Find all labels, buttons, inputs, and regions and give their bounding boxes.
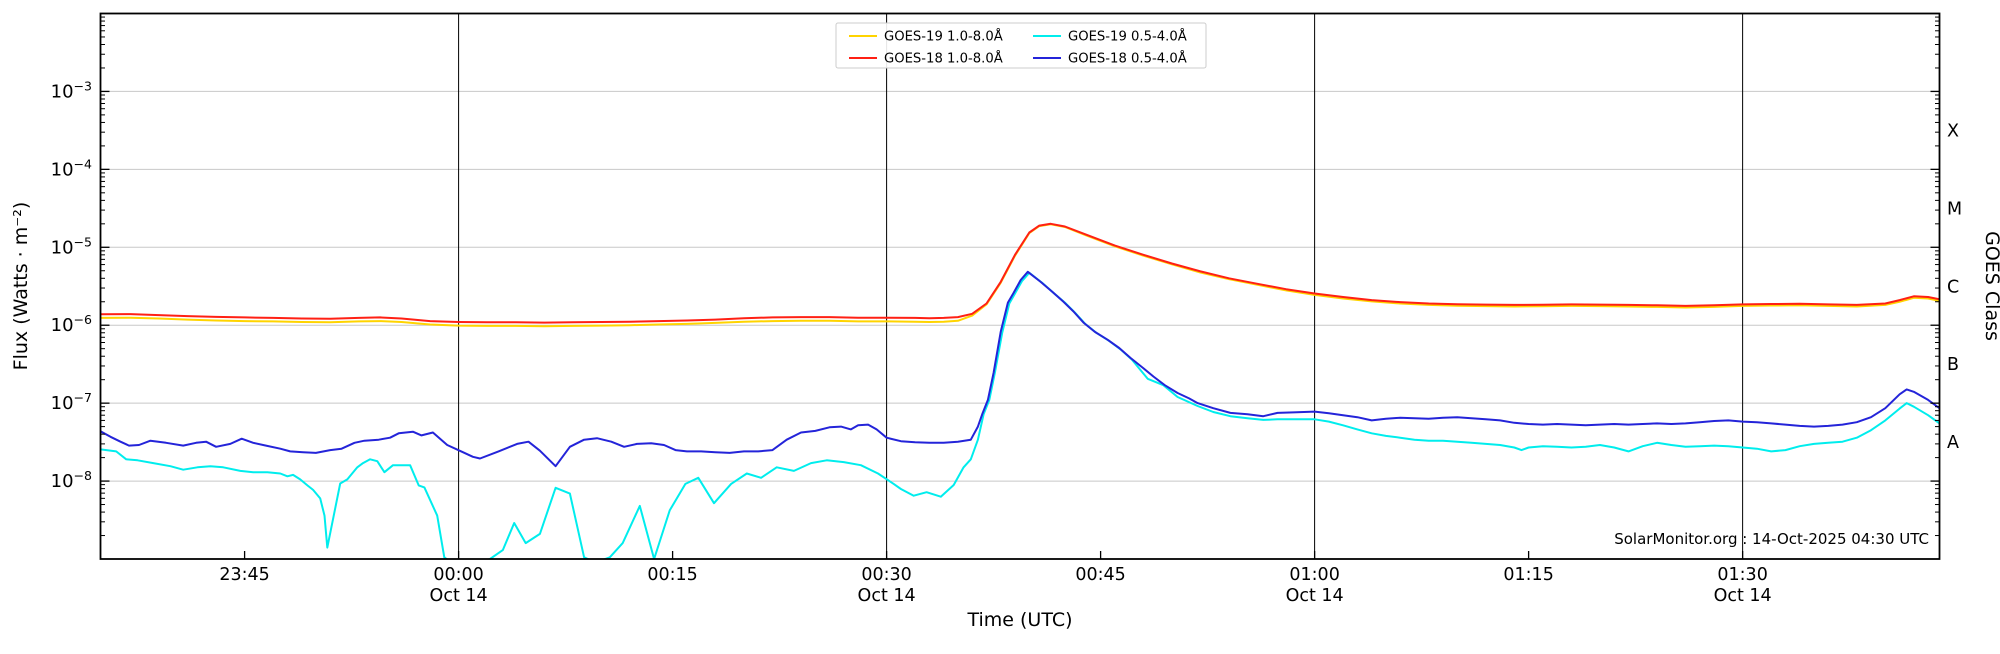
class-label-B: B — [1947, 355, 1959, 375]
series-line-0 — [100, 223, 1940, 328]
plot-frame — [99, 12, 1941, 560]
x-axis-label: Time (UTC) — [966, 609, 1072, 631]
class-label-X: X — [1947, 121, 1959, 141]
y-tick-label: 10−5 — [51, 234, 92, 258]
x-tick-label: 23:45 — [219, 565, 269, 585]
series-line-1 — [100, 222, 1940, 324]
x-tick-date-label: Oct 14 — [1286, 586, 1344, 606]
y-tick-label: 10−3 — [51, 78, 92, 102]
x-tick-label: 01:15 — [1503, 565, 1553, 585]
x-tick-date-label: Oct 14 — [430, 586, 488, 606]
y-tick-label: 10−4 — [51, 156, 92, 180]
x-tick-label: 00:00 — [433, 565, 483, 585]
axis-ticks — [100, 16, 1940, 559]
y-axis-label: Flux (Watts · m⁻²) — [10, 202, 32, 371]
class-label-M: M — [1947, 199, 1962, 219]
x-tick-label: 00:45 — [1075, 565, 1125, 585]
legend-label-0: GOES-19 1.0-8.0Å — [884, 28, 1003, 45]
x-tick-label: 01:00 — [1289, 565, 1339, 585]
y-tick-label: 10−6 — [51, 312, 92, 336]
series-lines — [100, 222, 1940, 559]
legend-label-1: GOES-18 1.0-8.0Å — [884, 50, 1003, 67]
x-tick-date-label: Oct 14 — [1714, 586, 1772, 606]
series-line-3 — [100, 270, 1940, 468]
plot-border — [99, 12, 1941, 560]
class-label-C: C — [1947, 277, 1959, 297]
y-tick-label: 10−7 — [51, 390, 92, 414]
x-tick-label: 01:30 — [1717, 565, 1767, 585]
legend: GOES-19 1.0-8.0Å GOES-18 1.0-8.0Å GOES-19 … — [835, 22, 1207, 69]
y-tick-label: 10−8 — [51, 468, 92, 492]
legend-label-3: GOES-18 0.5-4.0Å — [1068, 50, 1187, 67]
watermark-text: SolarMonitor.org : 14-Oct-2025 04:30 UTC — [1614, 530, 1929, 548]
class-label-A: A — [1947, 433, 1959, 453]
series-line-2 — [100, 271, 1940, 559]
legend-box — [835, 22, 1207, 69]
x-tick-label: 00:30 — [861, 565, 911, 585]
goes-class-letters: X M C B A — [1947, 121, 1962, 453]
y-tick-labels: 10−3 10−4 10−5 10−6 10−7 10−8 — [51, 78, 92, 492]
goes-class-axis-label: GOES Class — [1981, 231, 2000, 341]
x-tick-date-label: Oct 14 — [858, 586, 916, 606]
date-lines — [458, 13, 1744, 559]
legend-label-2: GOES-19 0.5-4.0Å — [1068, 28, 1187, 45]
x-tick-label: 00:15 — [647, 565, 697, 585]
